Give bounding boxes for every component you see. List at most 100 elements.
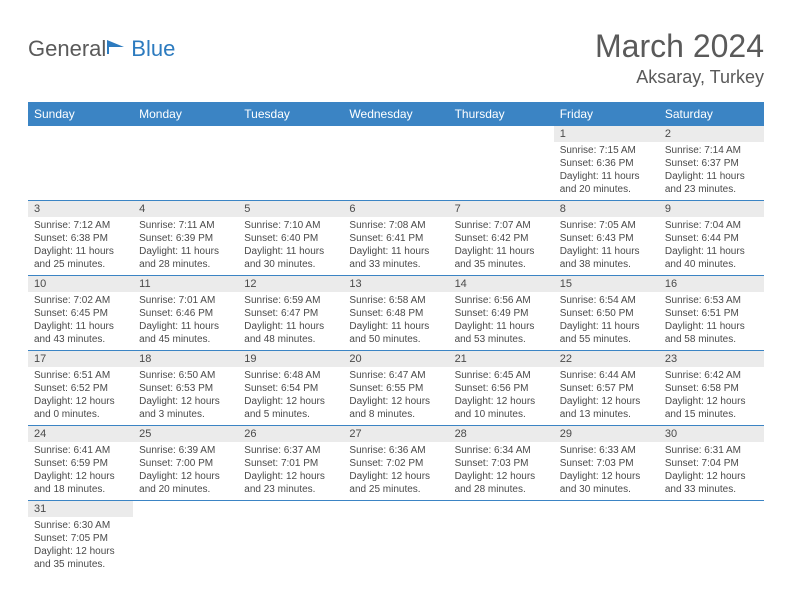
day-details: Sunrise: 7:14 AMSunset: 6:37 PMDaylight:…	[659, 142, 764, 200]
sunrise-text: Sunrise: 6:36 AM	[349, 444, 442, 457]
day-number: 27	[343, 426, 448, 442]
day-header-row: Sunday Monday Tuesday Wednesday Thursday…	[28, 102, 764, 126]
calendar-cell: 8Sunrise: 7:05 AMSunset: 6:43 PMDaylight…	[554, 201, 659, 276]
day-number: 7	[449, 201, 554, 217]
calendar-row: 1Sunrise: 7:15 AMSunset: 6:36 PMDaylight…	[28, 126, 764, 201]
day-details: Sunrise: 6:34 AMSunset: 7:03 PMDaylight:…	[449, 442, 554, 500]
sunrise-text: Sunrise: 7:01 AM	[139, 294, 232, 307]
day-number	[449, 126, 554, 142]
sunrise-text: Sunrise: 6:56 AM	[455, 294, 548, 307]
day-number: 29	[554, 426, 659, 442]
sunset-text: Sunset: 7:04 PM	[665, 457, 758, 470]
day-number: 26	[238, 426, 343, 442]
daylight-text: Daylight: 11 hours and 53 minutes.	[455, 320, 548, 346]
calendar-row: 17Sunrise: 6:51 AMSunset: 6:52 PMDayligh…	[28, 351, 764, 426]
day-number: 10	[28, 276, 133, 292]
calendar-cell: 2Sunrise: 7:14 AMSunset: 6:37 PMDaylight…	[659, 126, 764, 201]
calendar-cell	[28, 126, 133, 201]
day-details: Sunrise: 6:56 AMSunset: 6:49 PMDaylight:…	[449, 292, 554, 350]
daylight-text: Daylight: 12 hours and 23 minutes.	[244, 470, 337, 496]
daylight-text: Daylight: 11 hours and 50 minutes.	[349, 320, 442, 346]
daylight-text: Daylight: 11 hours and 40 minutes.	[665, 245, 758, 271]
day-number: 20	[343, 351, 448, 367]
sunrise-text: Sunrise: 6:44 AM	[560, 369, 653, 382]
day-number: 18	[133, 351, 238, 367]
day-number	[133, 126, 238, 142]
day-details: Sunrise: 6:31 AMSunset: 7:04 PMDaylight:…	[659, 442, 764, 500]
sunset-text: Sunset: 7:03 PM	[455, 457, 548, 470]
day-header: Sunday	[28, 102, 133, 126]
day-number: 12	[238, 276, 343, 292]
daylight-text: Daylight: 12 hours and 20 minutes.	[139, 470, 232, 496]
day-number	[238, 126, 343, 142]
sunrise-text: Sunrise: 7:11 AM	[139, 219, 232, 232]
day-header: Monday	[133, 102, 238, 126]
sunrise-text: Sunrise: 7:04 AM	[665, 219, 758, 232]
calendar-cell: 12Sunrise: 6:59 AMSunset: 6:47 PMDayligh…	[238, 276, 343, 351]
day-details: Sunrise: 6:39 AMSunset: 7:00 PMDaylight:…	[133, 442, 238, 500]
location-label: Aksaray, Turkey	[595, 67, 764, 88]
day-number: 31	[28, 501, 133, 517]
title-block: March 2024 Aksaray, Turkey	[595, 28, 764, 88]
calendar-cell: 27Sunrise: 6:36 AMSunset: 7:02 PMDayligh…	[343, 426, 448, 501]
daylight-text: Daylight: 11 hours and 43 minutes.	[34, 320, 127, 346]
calendar-cell: 24Sunrise: 6:41 AMSunset: 6:59 PMDayligh…	[28, 426, 133, 501]
day-number: 25	[133, 426, 238, 442]
daylight-text: Daylight: 12 hours and 30 minutes.	[560, 470, 653, 496]
sunrise-text: Sunrise: 6:50 AM	[139, 369, 232, 382]
day-header: Thursday	[449, 102, 554, 126]
calendar-cell: 1Sunrise: 7:15 AMSunset: 6:36 PMDaylight…	[554, 126, 659, 201]
calendar-row: 10Sunrise: 7:02 AMSunset: 6:45 PMDayligh…	[28, 276, 764, 351]
daylight-text: Daylight: 11 hours and 45 minutes.	[139, 320, 232, 346]
day-details: Sunrise: 6:41 AMSunset: 6:59 PMDaylight:…	[28, 442, 133, 500]
sunrise-text: Sunrise: 6:34 AM	[455, 444, 548, 457]
day-number	[343, 501, 448, 517]
daylight-text: Daylight: 11 hours and 23 minutes.	[665, 170, 758, 196]
day-number: 4	[133, 201, 238, 217]
header: General Blue March 2024 Aksaray, Turkey	[28, 28, 764, 88]
daylight-text: Daylight: 12 hours and 15 minutes.	[665, 395, 758, 421]
calendar-cell: 29Sunrise: 6:33 AMSunset: 7:03 PMDayligh…	[554, 426, 659, 501]
calendar-cell: 5Sunrise: 7:10 AMSunset: 6:40 PMDaylight…	[238, 201, 343, 276]
daylight-text: Daylight: 11 hours and 28 minutes.	[139, 245, 232, 271]
sunset-text: Sunset: 6:44 PM	[665, 232, 758, 245]
sunset-text: Sunset: 7:05 PM	[34, 532, 127, 545]
calendar-cell: 11Sunrise: 7:01 AMSunset: 6:46 PMDayligh…	[133, 276, 238, 351]
day-number	[343, 126, 448, 142]
sunrise-text: Sunrise: 7:10 AM	[244, 219, 337, 232]
day-details: Sunrise: 6:54 AMSunset: 6:50 PMDaylight:…	[554, 292, 659, 350]
daylight-text: Daylight: 12 hours and 0 minutes.	[34, 395, 127, 421]
sunrise-text: Sunrise: 7:12 AM	[34, 219, 127, 232]
calendar-cell: 14Sunrise: 6:56 AMSunset: 6:49 PMDayligh…	[449, 276, 554, 351]
calendar-cell: 9Sunrise: 7:04 AMSunset: 6:44 PMDaylight…	[659, 201, 764, 276]
sunrise-text: Sunrise: 6:51 AM	[34, 369, 127, 382]
day-header: Friday	[554, 102, 659, 126]
day-number: 1	[554, 126, 659, 142]
day-number: 14	[449, 276, 554, 292]
sunrise-text: Sunrise: 7:15 AM	[560, 144, 653, 157]
day-header: Tuesday	[238, 102, 343, 126]
day-number: 13	[343, 276, 448, 292]
day-details: Sunrise: 7:04 AMSunset: 6:44 PMDaylight:…	[659, 217, 764, 275]
sunrise-text: Sunrise: 6:37 AM	[244, 444, 337, 457]
daylight-text: Daylight: 11 hours and 30 minutes.	[244, 245, 337, 271]
sunset-text: Sunset: 6:59 PM	[34, 457, 127, 470]
sunrise-text: Sunrise: 6:33 AM	[560, 444, 653, 457]
day-header: Wednesday	[343, 102, 448, 126]
day-number: 16	[659, 276, 764, 292]
sunset-text: Sunset: 7:01 PM	[244, 457, 337, 470]
sunset-text: Sunset: 6:55 PM	[349, 382, 442, 395]
day-details: Sunrise: 6:47 AMSunset: 6:55 PMDaylight:…	[343, 367, 448, 425]
daylight-text: Daylight: 12 hours and 33 minutes.	[665, 470, 758, 496]
calendar-cell	[554, 501, 659, 576]
sunrise-text: Sunrise: 7:02 AM	[34, 294, 127, 307]
calendar-cell	[449, 126, 554, 201]
day-details: Sunrise: 7:02 AMSunset: 6:45 PMDaylight:…	[28, 292, 133, 350]
sunset-text: Sunset: 6:49 PM	[455, 307, 548, 320]
sunset-text: Sunset: 6:48 PM	[349, 307, 442, 320]
logo: General Blue	[28, 28, 175, 62]
logo-text-general: General	[28, 36, 106, 62]
sunrise-text: Sunrise: 6:58 AM	[349, 294, 442, 307]
calendar-cell	[449, 501, 554, 576]
sunrise-text: Sunrise: 6:31 AM	[665, 444, 758, 457]
